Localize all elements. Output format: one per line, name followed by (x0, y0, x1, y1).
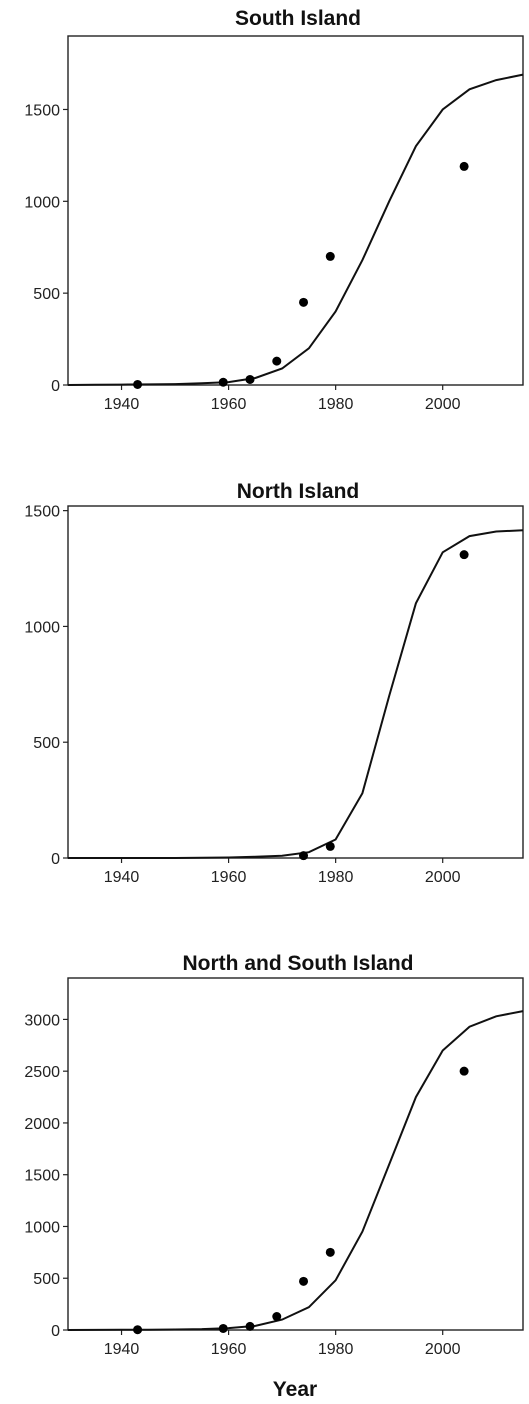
x-tick-label: 2000 (425, 869, 461, 886)
x-tick-label: 1980 (318, 396, 354, 413)
y-tick-label: 1500 (24, 102, 60, 119)
data-point (272, 1312, 282, 1322)
chart-panel-south-island: South Island 1940 1960 1980 2000 0 500 1000 150… (24, 7, 524, 413)
data-point (133, 379, 143, 389)
chart-title-north-island: North Island (237, 480, 360, 503)
y-tick-label: 1000 (24, 194, 60, 211)
data-point (245, 1321, 255, 1331)
x-tick-label: 2000 (425, 396, 461, 413)
y-tick-label: 2000 (24, 1116, 60, 1133)
data-point (299, 1276, 309, 1286)
plot-area-north-island: 1940 1960 1980 2000 0 500 1000 1500 (24, 504, 524, 886)
data-point (218, 1323, 228, 1333)
x-tick-label: 1960 (211, 869, 247, 886)
data-point (133, 1325, 143, 1335)
data-point (459, 1066, 469, 1076)
x-tick-label: 1940 (104, 869, 140, 886)
fitted-curve (67, 1010, 524, 1331)
x-tick-label: 2000 (425, 1341, 461, 1358)
y-tick-label: 500 (33, 286, 60, 303)
chart-title-north-and-south-island: North and South Island (183, 952, 414, 975)
y-tick-label: 0 (51, 851, 60, 868)
y-tick-label: 1500 (24, 504, 60, 521)
data-point (325, 1247, 335, 1257)
x-tick-label: 1960 (211, 396, 247, 413)
data-point (459, 161, 469, 171)
data-point (325, 251, 335, 261)
y-tick-label: 0 (51, 378, 60, 395)
plot-area-south-island: 1940 1960 1980 2000 0 500 1000 1500 (24, 73, 524, 413)
chart-panel-north-and-south-island: North and South Island 1940 1960 1980 2000 0… (24, 952, 524, 1358)
chart-panel-north-island: North Island 1940 1960 1980 2000 0 500 1000 150… (24, 480, 524, 886)
chart-title-south-island: South Island (235, 7, 361, 30)
data-point (459, 550, 469, 560)
x-tick-label: 1940 (104, 396, 140, 413)
x-tick-label: 1980 (318, 869, 354, 886)
x-axis-label: Year (273, 1378, 317, 1401)
y-tick-label: 1500 (24, 1168, 60, 1185)
data-point (218, 377, 228, 387)
plot-frame-north-and-south-island (67, 977, 524, 1331)
fitted-curve (68, 529, 524, 859)
fitted-curve (67, 73, 524, 386)
data-point (299, 297, 309, 307)
x-tick-label: 1980 (318, 1341, 354, 1358)
y-tick-label: 500 (33, 735, 60, 752)
y-tick-label: 3000 (24, 1012, 60, 1029)
y-tick-label: 500 (33, 1271, 60, 1288)
x-tick-label: 1940 (104, 1341, 140, 1358)
plot-frame-south-island (67, 35, 524, 386)
y-tick-label: 2500 (24, 1064, 60, 1081)
y-tick-label: 1000 (24, 619, 60, 636)
data-point (299, 851, 309, 861)
plot-frame-north-island (67, 505, 524, 859)
x-tick-label: 1960 (211, 1341, 247, 1358)
y-tick-label: 1000 (24, 1219, 60, 1236)
y-tick-label: 0 (51, 1323, 60, 1340)
data-point (325, 841, 335, 851)
plot-area-north-and-south-island: 1940 1960 1980 2000 0 500 1000 1500 2000 2500 3000 (24, 1010, 524, 1358)
data-point (272, 356, 282, 366)
data-point (245, 374, 255, 384)
